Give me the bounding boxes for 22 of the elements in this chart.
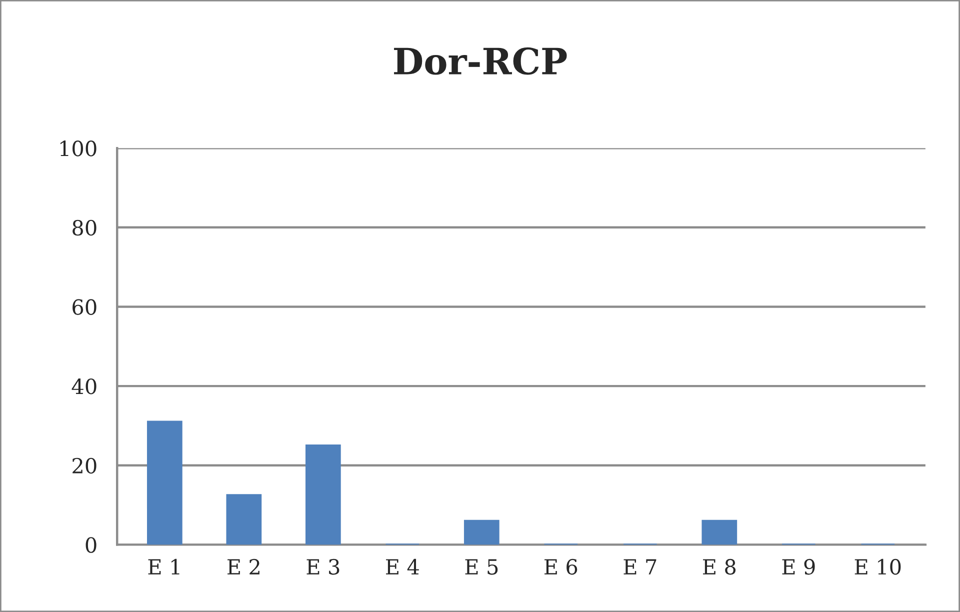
x-tick-label: E 3: [306, 558, 340, 575]
y-tick-label: 100: [60, 140, 96, 156]
bar: [305, 444, 341, 545]
x-tick-label: E 9: [782, 558, 815, 575]
x-tick-label: E 8: [703, 558, 736, 575]
y-tick-label: 40: [72, 378, 96, 394]
x-tick-label: E 4: [386, 558, 419, 574]
chart-title: Dor-RCP: [394, 47, 567, 75]
y-tick-label: 20: [72, 458, 96, 474]
bar: [226, 494, 262, 545]
y-tick-label: 60: [72, 299, 96, 315]
x-tick-label: E 6: [544, 558, 578, 575]
bar: [146, 420, 182, 545]
bar: [702, 520, 738, 545]
x-tick-label: E 10: [854, 558, 901, 575]
bar: [464, 520, 500, 545]
x-tick-label: E 5: [465, 559, 498, 575]
x-tick-label: E 2: [228, 558, 260, 574]
x-tick-label: E 7: [624, 559, 656, 574]
y-tick-label: 80: [72, 220, 96, 236]
y-tick-label: 0: [86, 537, 96, 553]
x-tick-label: E 1: [148, 558, 180, 574]
